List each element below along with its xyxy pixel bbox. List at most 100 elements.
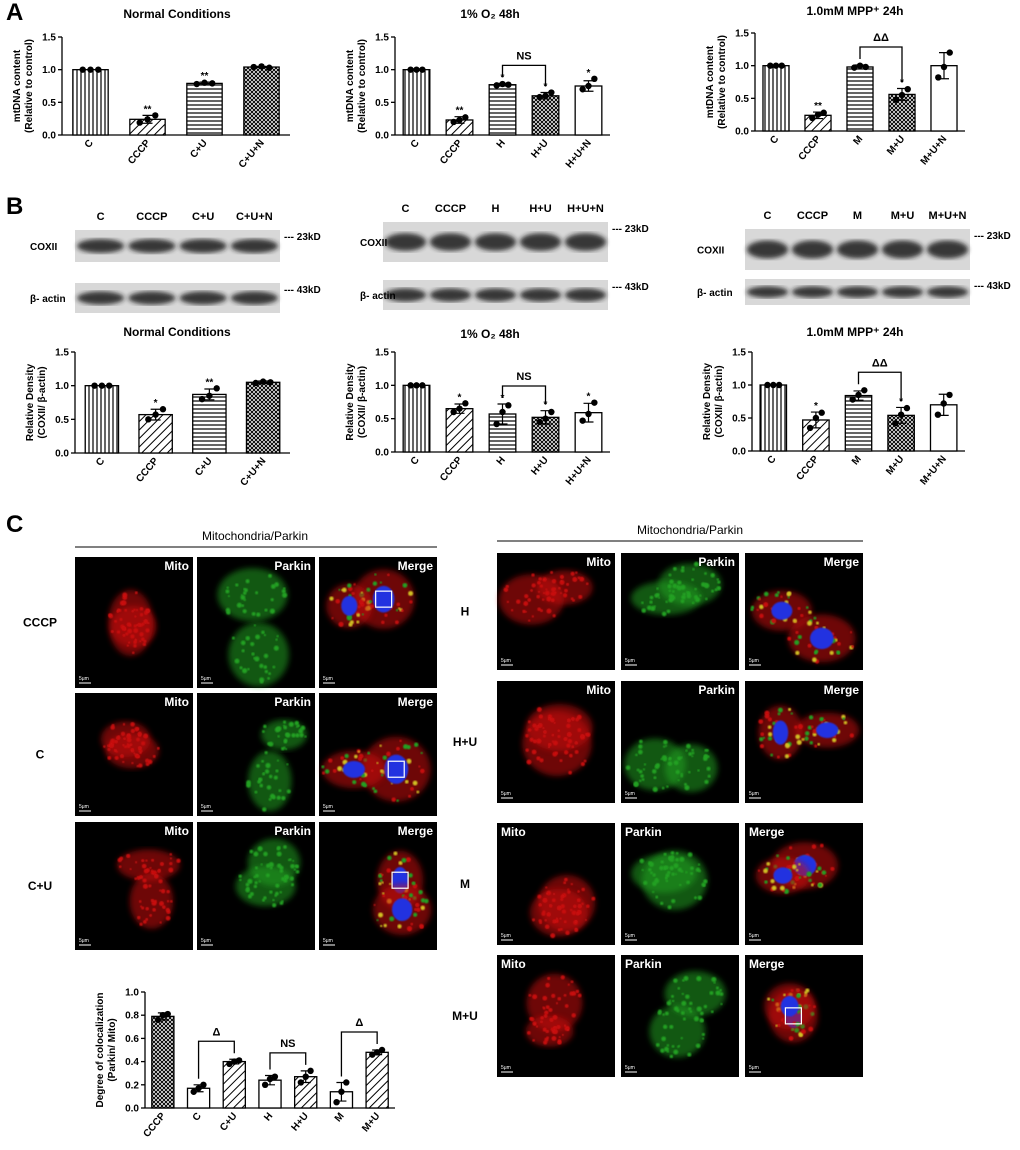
cell-glow	[525, 1015, 574, 1047]
speckle	[654, 593, 659, 598]
channel-label: Parkin	[274, 824, 311, 838]
speckle	[566, 1028, 570, 1032]
speckle	[799, 1033, 803, 1037]
speckle	[130, 722, 135, 727]
speckle	[131, 609, 134, 613]
data-point	[87, 66, 94, 73]
speckle	[800, 1029, 806, 1035]
speckle	[263, 653, 269, 659]
micrograph-content	[246, 719, 308, 812]
significance-label: *	[587, 68, 591, 79]
speckle	[535, 724, 540, 729]
y-axis-label: mtDNA content	[345, 49, 356, 122]
speckle	[262, 730, 265, 733]
speckle	[121, 600, 127, 606]
micrograph-content	[117, 849, 181, 929]
y-tick-label: 1.0	[375, 381, 389, 392]
speckle	[764, 880, 768, 884]
bar	[192, 393, 227, 454]
speckle	[657, 1011, 662, 1015]
speckle	[716, 578, 719, 581]
speckle	[665, 600, 668, 604]
speckle	[272, 665, 276, 669]
speckle	[696, 1006, 702, 1012]
speckle	[127, 733, 131, 737]
speckle	[674, 873, 677, 876]
speckle	[506, 600, 510, 604]
speckle	[122, 760, 125, 764]
lane-label: H+U	[529, 203, 551, 215]
y-tick-label: 0.5	[55, 415, 69, 426]
micrograph-content	[525, 973, 583, 1047]
speckle	[298, 728, 304, 734]
speckle	[129, 743, 133, 747]
speckle	[523, 601, 529, 607]
data-point	[261, 1081, 269, 1089]
speckle	[797, 723, 804, 730]
speckle	[150, 898, 155, 903]
speckle	[777, 707, 783, 713]
bar	[72, 69, 109, 136]
speckle	[260, 863, 263, 866]
speckle	[145, 608, 150, 614]
speckle	[356, 613, 361, 617]
speckle	[354, 754, 358, 759]
speckle	[762, 736, 765, 740]
speckle	[338, 621, 344, 627]
speckle	[114, 755, 119, 760]
speckle	[639, 858, 645, 864]
speckle	[552, 892, 556, 896]
speckle	[763, 602, 769, 608]
speckle	[787, 596, 790, 599]
speckle	[798, 863, 801, 866]
speckle	[664, 1011, 669, 1016]
speckle	[641, 608, 647, 613]
blot-band	[564, 233, 607, 251]
speckle	[553, 721, 556, 724]
speckle	[652, 786, 658, 793]
speckle	[811, 844, 817, 849]
speckle	[716, 585, 721, 591]
speckle	[697, 895, 703, 901]
speckle	[550, 598, 555, 602]
blot-row-label: β- actin	[360, 291, 396, 302]
speckle	[139, 751, 142, 755]
speckle	[843, 720, 848, 725]
blot-band	[791, 240, 834, 259]
data-point	[201, 79, 208, 86]
speckle	[577, 576, 581, 580]
speckle	[678, 1044, 681, 1047]
speckle	[794, 1027, 800, 1033]
data-point	[764, 381, 771, 389]
data-point	[200, 1081, 207, 1089]
x-tick-label: M+U+N	[919, 134, 950, 167]
speckle	[347, 583, 352, 588]
speckle	[148, 884, 152, 888]
speckle	[653, 605, 656, 608]
speckle	[541, 598, 545, 601]
blot-band	[881, 286, 924, 298]
speckle	[123, 737, 126, 740]
speckle	[370, 604, 375, 609]
speckle	[713, 981, 716, 984]
speckle	[668, 589, 672, 593]
speckle	[406, 926, 413, 932]
data-point	[266, 1075, 274, 1083]
bracket	[197, 1040, 235, 1079]
x-tick-label: CCCP	[797, 134, 824, 163]
speckle	[759, 737, 764, 742]
speckle	[798, 876, 802, 879]
speckle	[130, 728, 135, 734]
speckle	[547, 976, 551, 981]
speckle	[257, 846, 263, 852]
speckle	[704, 748, 708, 752]
speckle	[410, 922, 414, 926]
micrograph-content	[326, 569, 415, 629]
speckle	[557, 928, 561, 932]
data-point	[903, 404, 911, 412]
speckle	[570, 980, 574, 984]
data-point	[812, 414, 820, 422]
speckle	[398, 860, 403, 866]
speckle	[145, 907, 149, 911]
speckle	[706, 766, 711, 771]
